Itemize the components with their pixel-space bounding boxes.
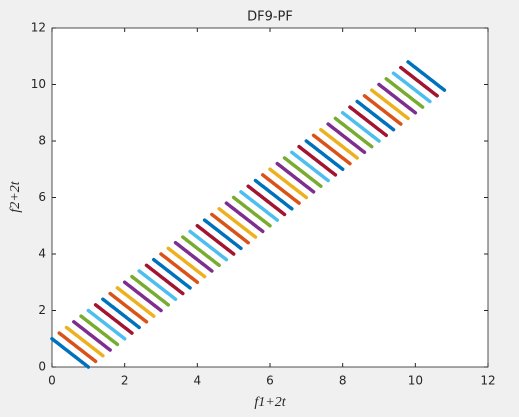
pareto-front [93, 303, 134, 335]
y-tick-label: 0 [38, 360, 46, 374]
pareto-front [355, 99, 396, 132]
x-tick-label: 6 [266, 374, 274, 388]
pareto-front [384, 77, 425, 109]
pareto-front [304, 139, 345, 171]
pareto-front [159, 252, 200, 284]
x-tick-label: 2 [121, 374, 129, 388]
pareto-front [50, 337, 91, 369]
pareto-front [86, 308, 127, 341]
pareto-front [210, 212, 250, 245]
pareto-front [275, 161, 316, 194]
pareto-front [369, 88, 410, 121]
pareto-front [239, 190, 280, 222]
y-tick-label: 8 [38, 134, 46, 148]
pareto-front [202, 218, 243, 251]
pareto-front [282, 156, 323, 188]
x-tick-label: 0 [48, 374, 56, 388]
pareto-front [231, 195, 272, 228]
y-tick-label: 10 [31, 77, 46, 91]
y-axis-label: f2+2t [8, 180, 23, 212]
pareto-front [64, 325, 105, 358]
pareto-front [195, 224, 236, 256]
pareto-front [290, 150, 330, 183]
pareto-front [108, 291, 149, 324]
pareto-front [268, 167, 309, 200]
pareto-front [151, 257, 192, 290]
pareto-front [181, 235, 221, 268]
pareto-front [319, 127, 359, 160]
pareto-front [101, 297, 141, 330]
pareto-front [57, 331, 98, 364]
pareto-front [137, 269, 178, 301]
chart-title: DF9-PF [247, 10, 293, 25]
pareto-front [173, 240, 214, 273]
pareto-front [362, 94, 403, 126]
pareto-front [399, 65, 439, 98]
pareto-front [340, 111, 381, 143]
pareto-front [333, 116, 374, 149]
pareto-front [391, 71, 432, 104]
pareto-front [144, 263, 185, 296]
x-tick-label: 8 [339, 374, 347, 388]
axes-box [51, 27, 489, 368]
x-axis-label: f1+2t [254, 395, 286, 410]
pareto-front [326, 122, 367, 155]
x-tick-label: 10 [408, 374, 423, 388]
pareto-front [377, 82, 418, 115]
pareto-front [246, 184, 287, 217]
y-tick-label: 12 [31, 21, 46, 35]
pareto-front [297, 144, 338, 177]
y-tick-label: 6 [38, 190, 46, 204]
pareto-front [72, 320, 112, 352]
pareto-front [311, 133, 352, 166]
pareto-front [79, 314, 120, 347]
pareto-front [115, 286, 156, 318]
pareto-front [224, 201, 265, 234]
pareto-front [130, 274, 171, 307]
pareto-front [188, 229, 229, 262]
pareto-front [253, 178, 294, 211]
pareto-front [122, 280, 163, 313]
x-tick-label: 4 [194, 374, 202, 388]
pareto-front [166, 246, 207, 279]
y-tick-label: 2 [38, 303, 46, 317]
pareto-front [348, 105, 389, 138]
x-tick-label: 12 [480, 374, 495, 388]
pareto-front [260, 173, 301, 205]
pareto-front [406, 60, 447, 92]
pareto-front [217, 207, 258, 239]
y-tick-label: 4 [38, 247, 46, 261]
